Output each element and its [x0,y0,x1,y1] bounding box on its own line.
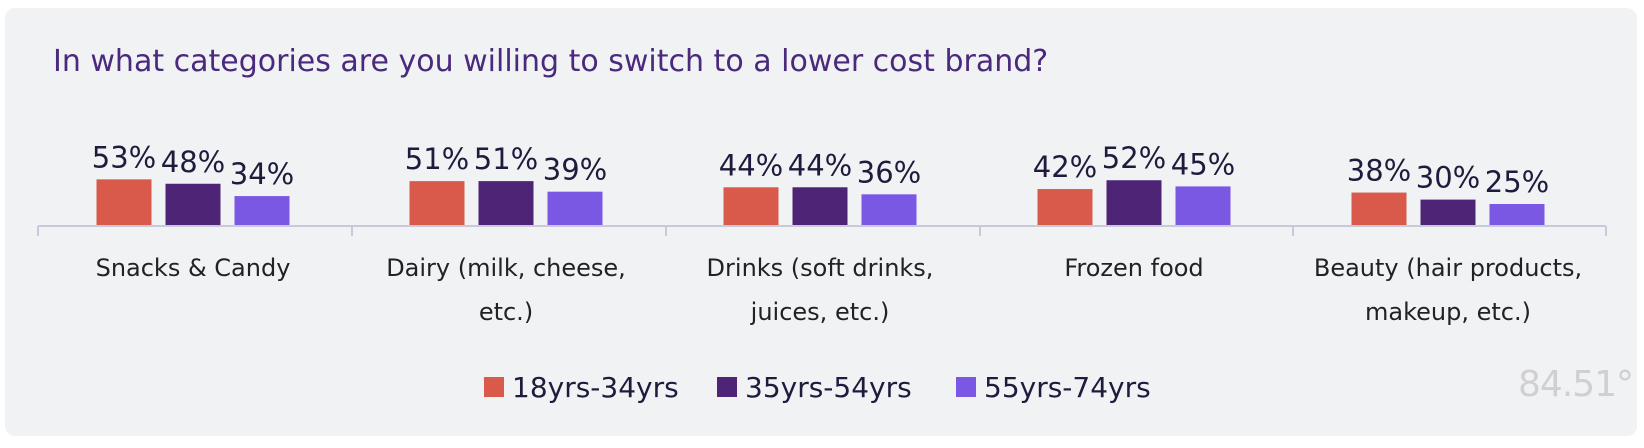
bar-value-label: 36% [857,155,921,189]
bar-4-2 [1489,204,1545,226]
bar-value-label: 45% [1171,147,1235,181]
bar-value-label: 38% [1347,154,1411,188]
x-axis [37,225,1607,236]
bar-value-label: 53% [92,140,156,174]
category-label: Dairy (milk, cheese, [386,254,626,282]
legend-swatch-55-74 [956,377,976,397]
bar-value-label: 30% [1416,161,1480,195]
bar-4-1 [1420,199,1476,226]
category-label: Beauty (hair products, [1314,254,1582,282]
bar-1-0 [409,181,465,226]
category-labels-group: Snacks & Candy Dairy (milk, cheese, etc.) D… [96,254,1583,326]
bar-value-label: 39% [543,153,607,187]
bar-3-1 [1106,180,1162,226]
value-labels-group: 53% 48% 34% 51% 51% 39% 44% 44% 36% 42% 52% 45% 38% 3… [92,140,1549,199]
legend-item-55-74: 55yrs-74yrs [956,370,1151,404]
legend-label-18-34: 18yrs-34yrs [512,370,679,404]
bar-0-1 [165,183,221,226]
bar-value-label: 34% [230,157,294,191]
bar-2-0 [723,187,779,226]
bar-value-label: 42% [1033,150,1097,184]
bar-chart: 53% 48% 34% 51% 51% 39% 44% 44% 36% 42% 52% 45% 38% 3… [37,140,1607,326]
bars-group [96,179,1545,226]
legend-swatch-18-34 [484,377,504,397]
bar-value-label: 48% [161,145,225,179]
legend-label-55-74: 55yrs-74yrs [984,370,1151,404]
bar-2-1 [792,187,848,226]
brand-logo: 84.51° [1518,364,1634,405]
category-label: juices, etc.) [750,298,890,326]
bar-0-0 [96,179,152,226]
bar-value-label: 52% [1102,141,1166,175]
category-label: Frozen food [1064,254,1203,282]
bar-0-2 [234,196,290,226]
bar-3-0 [1037,189,1093,226]
category-label: Drinks (soft drinks, [707,254,934,282]
category-label: Snacks & Candy [96,254,291,282]
bar-3-2 [1175,186,1231,226]
legend: 18yrs-34yrs 35yrs-54yrs 55yrs-74yrs [0,370,1644,410]
category-label: etc.) [479,298,533,326]
bar-value-label: 51% [405,142,469,176]
legend-label-35-54: 35yrs-54yrs [745,370,912,404]
bar-value-label: 25% [1485,165,1549,199]
bar-value-label: 51% [474,142,538,176]
category-label: makeup, etc.) [1365,298,1531,326]
legend-swatch-35-54 [717,377,737,397]
chart-title: In what categories are you willing to sw… [53,44,1049,79]
bar-value-label: 44% [788,148,852,182]
legend-item-35-54: 35yrs-54yrs [717,370,912,404]
bar-2-2 [861,194,917,226]
bar-1-1 [478,181,534,226]
bar-value-label: 44% [719,148,783,182]
bar-4-0 [1351,192,1407,226]
bar-1-2 [547,191,603,226]
legend-item-18-34: 18yrs-34yrs [484,370,679,404]
